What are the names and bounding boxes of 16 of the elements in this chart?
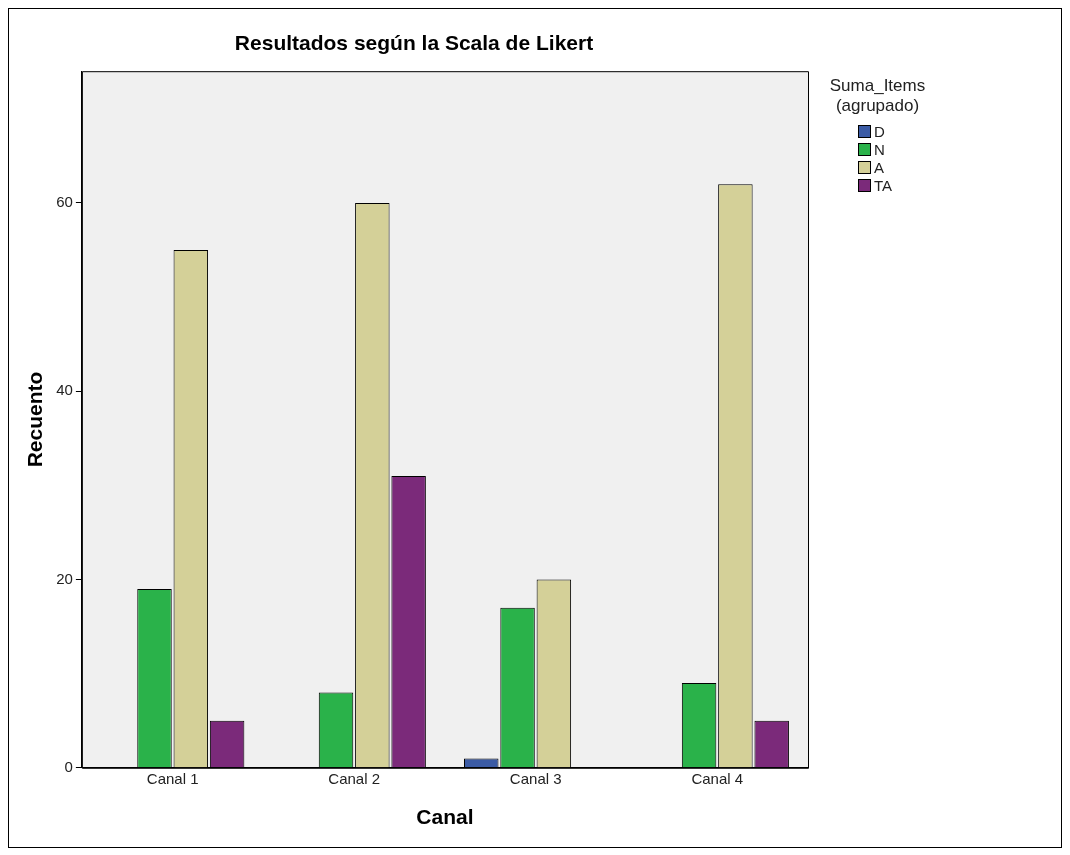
legend-label: D — [874, 122, 885, 140]
y-tick-label: 40 — [56, 381, 73, 399]
y-tick-label: 0 — [64, 757, 73, 775]
legend-label: N — [874, 140, 885, 158]
legend-label: TA — [874, 176, 893, 194]
y-axis-title: Recuento — [23, 371, 47, 468]
chart-title: Resultados según la Scala de Likert — [234, 31, 594, 55]
x-tick-label: Canal 3 — [509, 769, 562, 787]
y-tick-label: 60 — [56, 193, 73, 211]
x-tick-label: Canal 2 — [328, 769, 381, 787]
legend-title: Suma_Items (agrupado) — [828, 76, 927, 116]
x-tick-label: Canal 4 — [691, 769, 744, 787]
legend-label: A — [874, 158, 885, 176]
y-tick-label: 20 — [56, 569, 73, 587]
x-axis-title: Canal — [416, 805, 474, 829]
x-tick-label: Canal 1 — [146, 769, 199, 787]
